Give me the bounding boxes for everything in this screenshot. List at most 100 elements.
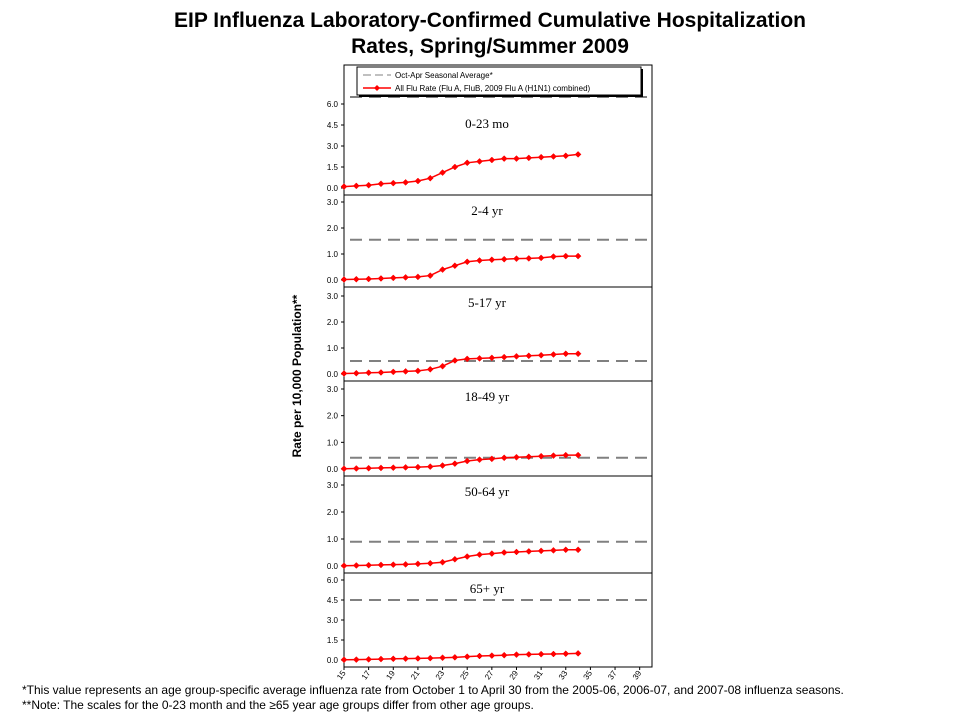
- panel-5-data-point: [463, 553, 471, 560]
- panel-6-data-point: [426, 654, 434, 662]
- panel-3-data-point: [537, 351, 545, 359]
- panel-6-label: 65+ yr: [470, 581, 505, 596]
- legend-series-marker: [374, 85, 380, 91]
- panel-3-data-point: [562, 350, 570, 358]
- panel-6-y-tick-label: 4.5: [327, 596, 339, 605]
- panel-3-data-point: [389, 368, 397, 376]
- panel-3-y-tick-label: 1.0: [327, 344, 339, 353]
- panel-5-data-point: [500, 549, 508, 556]
- panel-3-data-point: [488, 354, 496, 362]
- panel-5-data-point: [525, 548, 533, 555]
- panel-2-data-point: [488, 256, 496, 264]
- x-tick-label: 17: [360, 669, 373, 682]
- panel-4-data-point: [562, 451, 570, 459]
- panel-3-data-point: [513, 352, 520, 360]
- panel-3-data-point: [340, 370, 348, 377]
- panel-1-data-point: [439, 169, 446, 176]
- panel-5-data-point: [402, 561, 409, 568]
- panel-6-data-point: [500, 651, 508, 659]
- panel-4-data-point: [513, 453, 520, 461]
- panel-2-y-tick-label: 2.0: [327, 224, 339, 233]
- x-tick-label: 33: [557, 669, 570, 682]
- panel-3-data-point: [550, 351, 557, 358]
- panel-1-data-point: [340, 183, 348, 190]
- panel-3-data-point: [451, 357, 459, 364]
- panel-1-y-tick-label: 0.0: [327, 184, 339, 193]
- panel-1-y-tick-label: 3.0: [327, 142, 339, 151]
- panel-1-data-point: [463, 159, 471, 167]
- panel-1-data-point: [402, 179, 409, 186]
- panel-1-data-point: [414, 177, 422, 185]
- panel-1-data-point: [451, 163, 459, 171]
- x-tick-label: 37: [606, 669, 619, 682]
- panel-5-data-point: [365, 561, 372, 569]
- panel-2-data-point: [352, 275, 360, 283]
- footnotes: *This value represents an age group-spec…: [22, 683, 844, 713]
- panel-6-data-point: [451, 653, 459, 661]
- footnote-scale-note: **Note: The scales for the 0-23 month an…: [22, 698, 534, 712]
- x-tick-label: 39: [631, 669, 644, 682]
- panel-1-data-point: [525, 154, 533, 162]
- panel-3-y-tick-label: 0.0: [327, 370, 339, 379]
- panel-1-data-point: [426, 174, 434, 182]
- panel-2-label: 2-4 yr: [471, 203, 503, 218]
- panel-4-y-tick-label: 1.0: [327, 438, 339, 447]
- panel-5-data-point: [414, 560, 422, 568]
- panel-6-data-point: [365, 655, 372, 663]
- panel-2-y-tick-label: 3.0: [327, 198, 339, 207]
- panel-6-data-point: [439, 654, 446, 662]
- panel-2-data-point: [439, 266, 446, 273]
- panel-1-data-point: [488, 156, 496, 164]
- panel-6-data-point: [513, 651, 520, 659]
- x-tick-label: 35: [582, 669, 595, 682]
- panel-2-data-point: [426, 272, 434, 279]
- panel-5-data-point: [352, 562, 360, 569]
- panel-5-data-point: [537, 547, 545, 555]
- panel-2-data-point: [500, 255, 508, 263]
- panel-2-data-point: [451, 262, 459, 270]
- panel-4-label: 18-49 yr: [465, 389, 510, 404]
- legend-entry-average: Oct-Apr Seasonal Average*: [395, 71, 493, 80]
- plot-frame: [343, 64, 653, 668]
- panel-2-y-tick-label: 0.0: [327, 276, 339, 285]
- panel-4-y-tick-label: 2.0: [327, 412, 339, 421]
- panel-1-data-point: [365, 181, 372, 189]
- panel-3-data-point: [365, 369, 372, 377]
- panel-1-y-tick-label: 4.5: [327, 121, 339, 130]
- panel-6-data-point: [340, 656, 348, 664]
- panel-3-data-point: [414, 367, 422, 375]
- panel-3-data-point: [439, 362, 446, 370]
- panel-1-data-point: [352, 182, 360, 190]
- panel-5-data-point: [550, 546, 557, 554]
- panel-4-data-point: [426, 463, 434, 470]
- panel-5-label: 50-64 yr: [465, 484, 510, 499]
- panel-2-data-point: [574, 252, 582, 260]
- panel-6-data-point: [525, 651, 533, 658]
- panel-1-data-point: [476, 158, 483, 165]
- panel-4-data-point: [365, 464, 372, 472]
- panel-6-data-point: [352, 656, 360, 663]
- x-tick-label: 21: [409, 669, 422, 682]
- panel-1-label: 0-23 mo: [465, 116, 509, 131]
- panel-1-data-point: [389, 179, 397, 187]
- legend-entry-series: All Flu Rate (Flu A, FluB, 2009 Flu A (H…: [395, 84, 591, 93]
- chart-title-line-1: EIP Influenza Laboratory-Confirmed Cumul…: [173, 9, 807, 32]
- panel-5-data-point: [513, 548, 520, 556]
- panel-4-data-point: [476, 456, 483, 464]
- panel-3-data-point: [352, 369, 360, 377]
- panel-5-data-point: [389, 561, 397, 569]
- panel-3-y-tick-label: 2.0: [327, 318, 339, 327]
- panel-4-y-tick-label: 0.0: [327, 465, 339, 474]
- panel-6-data-point: [562, 650, 570, 658]
- chart-title-line-2: Rates, Spring/Summer 2009: [351, 35, 629, 58]
- panel-4-data-point: [377, 464, 385, 472]
- panel-3-data-point: [525, 352, 533, 360]
- panel-1-y-tick-label: 6.0: [327, 100, 339, 109]
- panel-5-data-point: [562, 546, 570, 554]
- panel-2-data-point: [377, 275, 385, 282]
- x-tick-label: 27: [483, 669, 496, 682]
- panel-5-data-point: [377, 561, 385, 569]
- panel-3-data-point: [574, 350, 582, 358]
- panel-4-data-point: [414, 463, 422, 471]
- panel-6-y-tick-label: 6.0: [327, 576, 339, 585]
